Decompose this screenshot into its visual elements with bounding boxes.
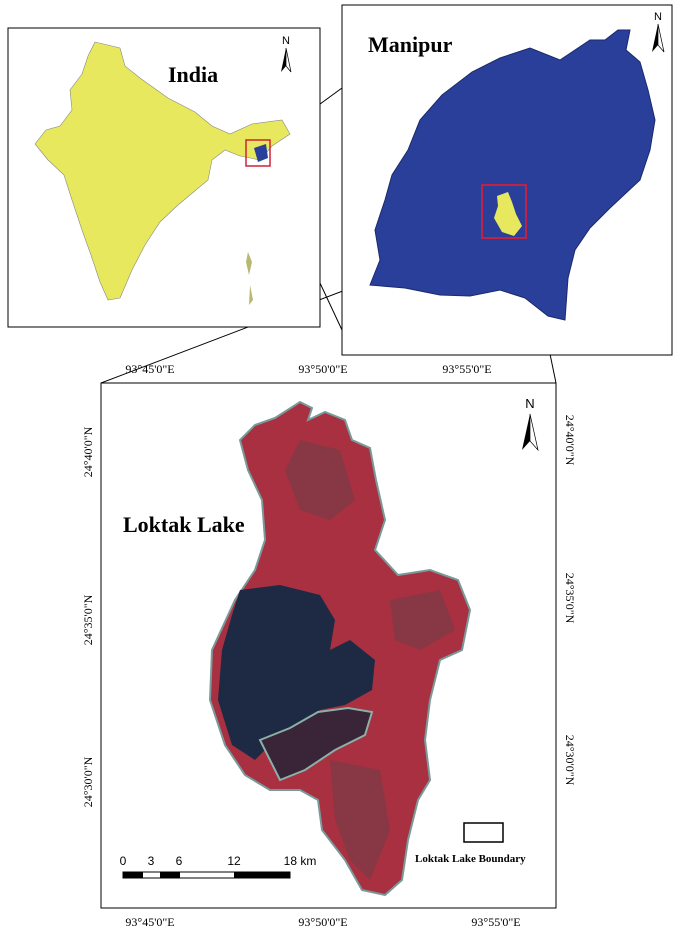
manipur-shape: [369, 29, 656, 321]
scale-label: 6: [176, 854, 183, 868]
coord-label: 24°40'0"N: [81, 426, 95, 477]
scale-label: 0: [120, 854, 127, 868]
scale-label: 18 km: [284, 854, 317, 868]
highlight-box: [245, 139, 271, 167]
legend-label: Loktak Lake Boundary: [415, 853, 526, 865]
coord-label: 24°35'0"N: [563, 573, 577, 624]
north-arrow: [281, 48, 286, 72]
coord-label: 93°45'0"E: [125, 915, 174, 929]
main-title: Loktak Lake: [123, 512, 245, 537]
north-arrow: [522, 414, 530, 450]
coord-label: 93°55'0"E: [471, 915, 520, 929]
scale-bar: [122, 871, 291, 879]
coord-label: 24°30'0"N: [81, 756, 95, 807]
scale-label: 12: [227, 854, 241, 868]
india-title: India: [168, 62, 218, 87]
north-arrow: [652, 24, 658, 52]
vegetation: [285, 440, 455, 880]
lake-water: [218, 585, 375, 760]
north-arrow: [529, 413, 539, 452]
coord-label: 93°55'0"E: [442, 362, 491, 376]
coord-label: 24°40'0"N: [563, 415, 577, 466]
north-label: N: [282, 35, 290, 47]
coord-label: 24°35'0"N: [81, 594, 95, 645]
loktak-small: [494, 192, 522, 236]
manipur-title: Manipur: [368, 32, 453, 57]
scale-label: 3: [148, 854, 155, 868]
phumdi: [258, 706, 374, 782]
north-label: N: [654, 11, 662, 23]
coord-label: 24°30'0"N: [563, 735, 577, 786]
islands: [246, 252, 253, 305]
coord-label: 93°50'0"E: [298, 915, 347, 929]
highlight-box: [481, 184, 527, 239]
coord-label: 93°45'0"E: [125, 362, 174, 376]
north-label: N: [525, 396, 534, 411]
legend-swatch: [463, 822, 504, 843]
india-shape: [34, 41, 291, 301]
coord-label: 93°50'0"E: [298, 362, 347, 376]
north-arrow: [285, 47, 292, 73]
manipur-small: [254, 144, 268, 162]
north-arrow: [657, 23, 665, 53]
